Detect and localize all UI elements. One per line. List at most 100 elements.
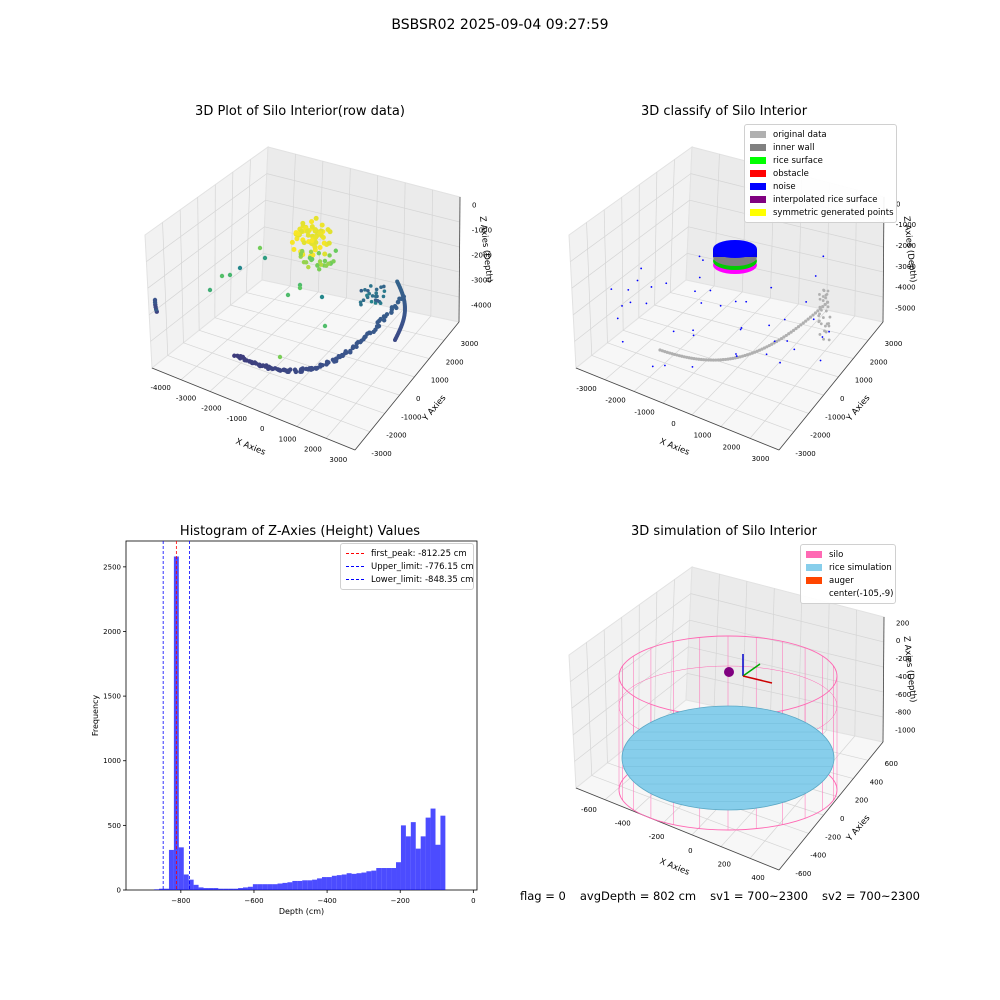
plot3-xtick-label: −400 [317, 897, 336, 905]
plot2-point [811, 313, 815, 317]
plot2-point [716, 358, 720, 362]
plot4-ytick: 400 [870, 778, 883, 786]
plot2-grid-floor-y [591, 355, 794, 433]
plot1-title: 3D Plot of Silo Interior(row data) [195, 104, 405, 119]
plot1-point [317, 244, 323, 250]
plot1-ztick: -1000 [472, 227, 492, 235]
plot1-grid-left-v [197, 197, 200, 331]
plot1-point [382, 284, 386, 289]
plot2-point [813, 311, 818, 315]
plot2-point [702, 358, 706, 362]
plot2-points [610, 240, 832, 368]
plot1-grid-back-v [402, 182, 406, 311]
legend-swatch [750, 157, 766, 164]
legend-item: silo [806, 548, 890, 561]
histogram-bar [351, 873, 357, 890]
plot1-point [308, 249, 314, 255]
plot2-point [733, 356, 737, 360]
plot1-point [301, 240, 307, 246]
legend-label: original data [773, 129, 827, 140]
plot4-legend: silo rice simulation auger center(-105,-9) [800, 544, 896, 604]
plot2-point [812, 318, 815, 321]
plot1-point [309, 224, 315, 230]
plot2-point [740, 354, 745, 358]
plot2-point [735, 355, 738, 357]
plot2-grid-left-v [603, 209, 608, 343]
plot2-grid-left-v [621, 197, 624, 331]
legend-swatch [750, 144, 766, 151]
legend-label: inner wall [773, 142, 815, 153]
plot1-point [381, 318, 387, 323]
plot1-grid-floor-y [246, 292, 445, 341]
plot1-point [348, 348, 353, 354]
plot4-xtick: 400 [751, 874, 764, 882]
plot1-point [366, 288, 370, 293]
plot1-point [359, 288, 364, 293]
plot2-point [825, 300, 830, 304]
plot2-point [779, 336, 784, 341]
legend-label: interpolated rice surface [773, 194, 878, 205]
plot1-point [312, 244, 318, 250]
plot4-grid-left-v [669, 579, 675, 713]
plot3-axes: −800 −600 −400 −200 0 0 500 1000 1500 2000 2500 [103, 540, 478, 905]
plot1-point [300, 220, 306, 226]
plot1-point [316, 267, 322, 272]
plot1-ytick: -2000 [386, 432, 406, 440]
plot1-point [370, 294, 375, 298]
plot2-x-axis [575, 367, 780, 451]
legend-swatch [346, 579, 364, 580]
plot2-grid-floor-y [623, 329, 824, 396]
plot2-point [779, 361, 781, 364]
plot2-grid-floor-x [691, 303, 799, 416]
plot2-point [709, 289, 712, 292]
plot2-grid-left-h [570, 173, 692, 262]
histogram-bar [321, 877, 327, 890]
plot4-ztick: 200 [896, 619, 909, 627]
plot2-point [783, 318, 786, 321]
histogram-bar [331, 875, 337, 890]
plot2-point [719, 358, 723, 362]
plot4-xtick: 200 [718, 861, 731, 869]
plot2-point [692, 329, 695, 332]
histogram-bar [381, 868, 387, 890]
plot3-xtick-label: −200 [391, 897, 410, 905]
avg-depth-text: avgDepth = 802 cm [579, 889, 697, 903]
plot1-point [320, 235, 326, 241]
plot4-ztick: -1000 [895, 727, 915, 735]
plot1-point [319, 222, 325, 228]
plot3-ytick-label: 0 [117, 887, 121, 895]
plot1-point [336, 353, 341, 359]
legend-item: rice surface [750, 154, 891, 167]
plot2-point [822, 288, 825, 292]
plot3-xlabel: Depth (cm) [279, 907, 324, 916]
plot4-grid-back-v [826, 602, 830, 731]
plot2-point [714, 358, 718, 362]
plot2-point [719, 304, 722, 307]
plot2-ytick: 3000 [885, 340, 903, 348]
plot1-y-axis [354, 321, 460, 451]
plot2-xtick: -2000 [605, 397, 625, 405]
plot1-point [376, 323, 382, 329]
plot1-point [315, 263, 320, 268]
plot2-point [784, 333, 788, 338]
legend-swatch [750, 183, 766, 190]
plot1-point [382, 289, 387, 293]
plot2-point [818, 293, 821, 296]
plot1-point [219, 273, 225, 279]
histogram-bar [297, 880, 303, 890]
plot2-point [680, 354, 684, 358]
plot1-point [322, 258, 328, 264]
plot2-point [677, 354, 682, 358]
plot4-grid-left-h [574, 673, 688, 762]
plot2-point [621, 340, 624, 343]
plot4-ytick: -400 [810, 852, 826, 860]
plot2-point [821, 316, 825, 319]
plot2-point [745, 353, 750, 357]
legend-item: auger [806, 574, 890, 587]
histogram-bar [252, 884, 258, 890]
histogram-bar [396, 862, 401, 890]
plot4-xlabel: X Axies [658, 857, 691, 878]
histogram-bar [208, 888, 214, 890]
plot4-grid-floor-x [749, 735, 856, 859]
legend-label: auger [829, 575, 854, 586]
